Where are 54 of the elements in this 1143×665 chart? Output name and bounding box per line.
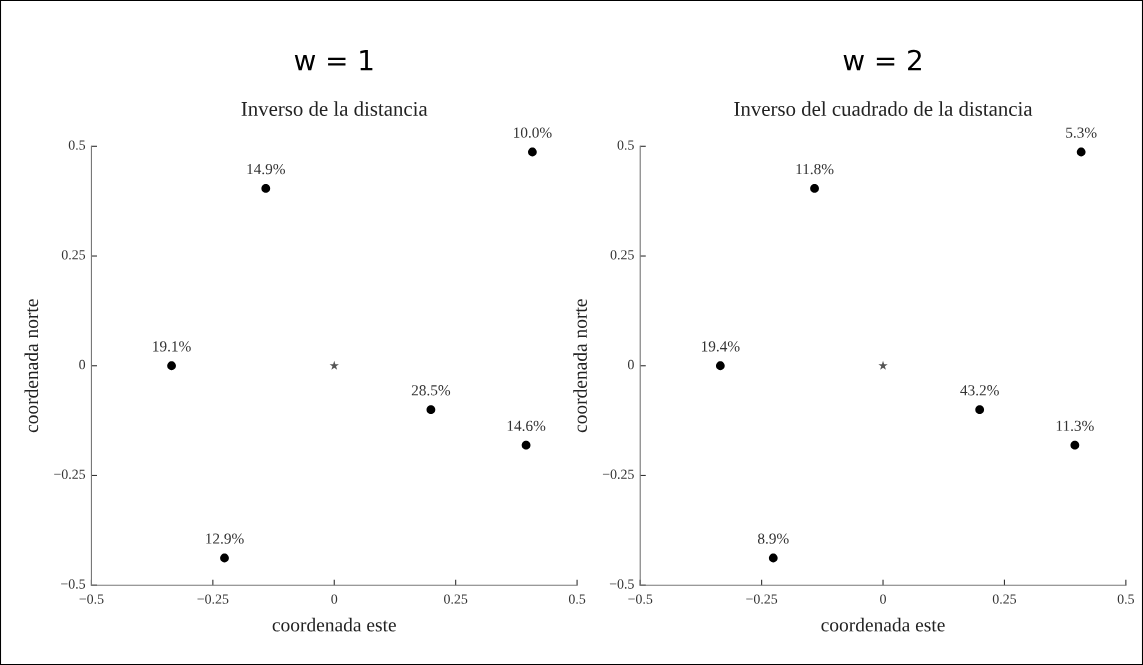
chart-subtitle: Inverso del cuadrado de la distancia bbox=[734, 101, 1033, 116]
x-tick-label: 0.25 bbox=[444, 594, 468, 604]
y-tick-label: 0.5 bbox=[617, 140, 634, 150]
point bbox=[329, 360, 339, 370]
x-tick-label: 0 bbox=[331, 594, 338, 604]
point bbox=[1070, 440, 1080, 450]
annotation: 5.3% bbox=[1066, 127, 1097, 138]
annotation: 8.9% bbox=[757, 533, 789, 544]
chart-title: w = 2 bbox=[843, 49, 921, 71]
x-tick-label: −0.25 bbox=[197, 594, 229, 604]
annotation: 14.9% bbox=[247, 163, 285, 175]
annotation: 11.3% bbox=[1056, 420, 1094, 432]
y-tick-label: 0 bbox=[627, 359, 634, 370]
annotation: 28.5% bbox=[411, 385, 451, 396]
y-tick-label: −0.5 bbox=[61, 579, 86, 589]
x-tick-label: −0.5 bbox=[628, 594, 653, 604]
annotation: 11.8% bbox=[796, 163, 834, 175]
x-axis-title: coordenada este bbox=[821, 617, 945, 632]
y-tick-label: −0.5 bbox=[609, 579, 634, 589]
point bbox=[521, 440, 531, 450]
x-tick-label: 0.5 bbox=[568, 594, 586, 604]
point bbox=[220, 553, 229, 563]
point bbox=[1076, 147, 1086, 157]
x-tick-label: −0.5 bbox=[79, 594, 104, 604]
point bbox=[768, 553, 778, 563]
y-tick-label: 0 bbox=[79, 359, 86, 370]
x-tick-label: 0.25 bbox=[992, 594, 1017, 604]
y-tick-label: 0.5 bbox=[68, 140, 86, 150]
x-tick-label: 0.5 bbox=[1117, 594, 1134, 604]
point bbox=[878, 360, 888, 370]
annotation: 19.4% bbox=[701, 341, 740, 352]
annotation: 19.1% bbox=[153, 341, 191, 352]
x-tick-label: −0.25 bbox=[746, 594, 778, 604]
point bbox=[167, 361, 176, 371]
annotation: 10.0% bbox=[514, 127, 552, 138]
y-tick-label: 0.25 bbox=[610, 250, 634, 260]
point bbox=[810, 184, 819, 193]
y-axis-title: coordenada norte bbox=[24, 299, 39, 433]
annotation: 43.2% bbox=[960, 385, 999, 396]
point bbox=[715, 361, 725, 371]
point bbox=[528, 147, 537, 157]
y-tick-label: −0.25 bbox=[54, 469, 86, 480]
chart-subtitle: Inverso de la distancia bbox=[241, 101, 428, 116]
point bbox=[426, 405, 436, 415]
point bbox=[261, 184, 271, 193]
chart-title: w = 1 bbox=[294, 50, 373, 71]
annotation: 14.6% bbox=[507, 420, 546, 432]
y-tick-label: 0.25 bbox=[61, 250, 86, 260]
point bbox=[975, 405, 985, 415]
x-axis-title: coordenada este bbox=[272, 617, 396, 632]
annotation: 12.9% bbox=[206, 533, 244, 544]
x-tick-label: 0 bbox=[880, 594, 886, 604]
y-tick-label: −0.25 bbox=[602, 469, 634, 480]
y-axis-title: coordenada norte bbox=[573, 299, 587, 433]
